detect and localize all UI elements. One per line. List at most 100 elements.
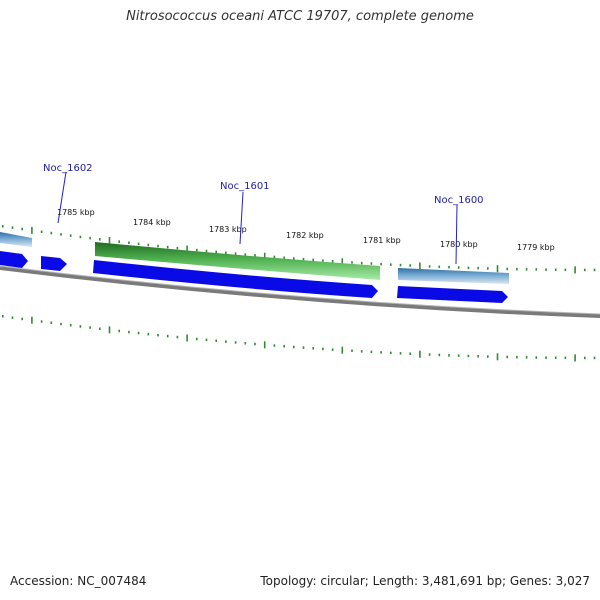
minor-tick-mark <box>79 325 82 328</box>
minor-tick-mark <box>69 234 72 237</box>
minor-tick-mark <box>457 354 460 357</box>
minor-tick-mark <box>99 238 101 241</box>
minor-tick-mark <box>438 353 441 357</box>
cds-arrow-noc-1601[interactable] <box>93 260 378 298</box>
major-tick-mark <box>186 334 188 342</box>
minor-tick-mark <box>506 267 508 271</box>
minor-tick-mark <box>60 233 62 236</box>
minor-tick-mark <box>196 248 198 252</box>
minor-tick-mark <box>147 243 150 247</box>
minor-tick-mark <box>380 262 382 266</box>
minor-tick-mark <box>137 242 140 246</box>
tick-label-1782: 1782 kbp <box>286 231 324 240</box>
feature-green-noc-1601 <box>95 242 380 280</box>
minor-tick-mark <box>254 342 256 346</box>
minor-tick-mark <box>234 341 237 344</box>
minor-tick-mark <box>11 316 14 319</box>
cds-arrow-noc-1600[interactable] <box>397 286 508 303</box>
tick-label-1783: 1783 kbp <box>209 225 247 234</box>
major-tick-mark <box>108 326 111 334</box>
major-tick-mark <box>341 258 344 266</box>
outer-tick-marks <box>2 225 596 274</box>
minor-tick-mark <box>399 263 402 267</box>
minor-tick-mark <box>487 267 489 270</box>
minor-tick-mark <box>147 332 150 336</box>
minor-tick-mark <box>244 342 247 345</box>
minor-tick-mark <box>545 356 547 359</box>
minor-tick-mark <box>283 256 285 259</box>
minor-tick-mark <box>157 244 159 248</box>
minor-tick-mark <box>467 266 470 270</box>
minor-tick-mark <box>390 263 392 266</box>
minor-tick-mark <box>244 253 247 256</box>
gene-label-noc-1601[interactable]: Noc_1601 <box>220 181 270 192</box>
minor-tick-mark <box>380 351 382 354</box>
minor-tick-mark <box>196 337 198 341</box>
cds-arrow-left[interactable] <box>0 251 28 268</box>
minor-tick-mark <box>166 245 169 249</box>
minor-tick-mark <box>225 340 227 343</box>
feature-blue-noc-1600 <box>398 268 509 284</box>
minor-tick-mark <box>283 345 285 348</box>
minor-tick-mark <box>2 225 4 228</box>
minor-tick-mark <box>89 236 91 240</box>
minor-tick-mark <box>360 350 363 353</box>
minor-tick-mark <box>351 261 353 264</box>
minor-tick-mark <box>516 355 518 359</box>
minor-tick-mark <box>322 347 324 351</box>
minor-tick-mark <box>60 322 62 326</box>
minor-tick-mark <box>428 353 431 356</box>
tick-label-1781: 1781 kbp <box>363 236 401 245</box>
minor-tick-mark <box>467 354 470 358</box>
minor-tick-mark <box>535 268 538 271</box>
tick-label-1784: 1784 kbp <box>133 218 171 227</box>
minor-tick-mark <box>516 267 518 271</box>
minor-tick-mark <box>564 268 567 272</box>
major-tick-mark <box>496 353 499 361</box>
genome-backbone-highlight <box>0 265 600 315</box>
minor-tick-mark <box>554 356 557 359</box>
minor-tick-mark <box>21 227 23 231</box>
minor-tick-mark <box>593 356 596 360</box>
minor-tick-mark <box>487 355 489 358</box>
minor-tick-mark <box>40 320 43 323</box>
minor-tick-mark <box>584 356 586 360</box>
minor-tick-mark <box>69 324 72 327</box>
major-tick-mark <box>31 226 33 234</box>
minor-tick-mark <box>370 350 373 354</box>
leader-line-noc-1600 <box>455 204 458 265</box>
minor-tick-mark <box>428 265 431 268</box>
minor-tick-mark <box>176 246 179 250</box>
minor-tick-mark <box>584 268 586 272</box>
minor-tick-mark <box>322 259 324 262</box>
minor-tick-mark <box>351 349 353 352</box>
minor-tick-mark <box>21 317 23 321</box>
feature-blue-left <box>0 232 32 247</box>
minor-tick-mark <box>79 235 82 239</box>
minor-tick-mark <box>205 338 208 342</box>
minor-tick-mark <box>360 261 363 265</box>
minor-tick-mark <box>477 266 479 270</box>
major-tick-mark <box>186 245 188 253</box>
minor-tick-mark <box>448 354 450 357</box>
minor-tick-mark <box>302 257 305 261</box>
leader-line-noc-1601 <box>239 191 244 245</box>
minor-tick-mark <box>506 355 508 359</box>
gene-label-noc-1602[interactable]: Noc_1602 <box>43 163 93 174</box>
minor-tick-mark <box>390 351 392 355</box>
minor-tick-mark <box>273 344 276 347</box>
minor-tick-mark <box>166 334 169 338</box>
minor-tick-mark <box>118 329 120 333</box>
minor-tick-mark <box>50 321 53 324</box>
minor-tick-mark <box>535 356 538 359</box>
major-tick-mark <box>496 265 499 273</box>
major-tick-mark <box>574 266 576 274</box>
minor-tick-mark <box>50 231 53 235</box>
map-title: Nitrosococcus oceani ATCC 19707, complet… <box>126 9 474 24</box>
leader-line-noc-1602 <box>57 171 67 224</box>
major-tick-mark <box>108 237 111 244</box>
gene-label-noc-1600[interactable]: Noc_1600 <box>434 195 484 206</box>
minor-tick-mark <box>157 333 159 337</box>
cds-arrow-noc-1602[interactable] <box>41 256 67 271</box>
